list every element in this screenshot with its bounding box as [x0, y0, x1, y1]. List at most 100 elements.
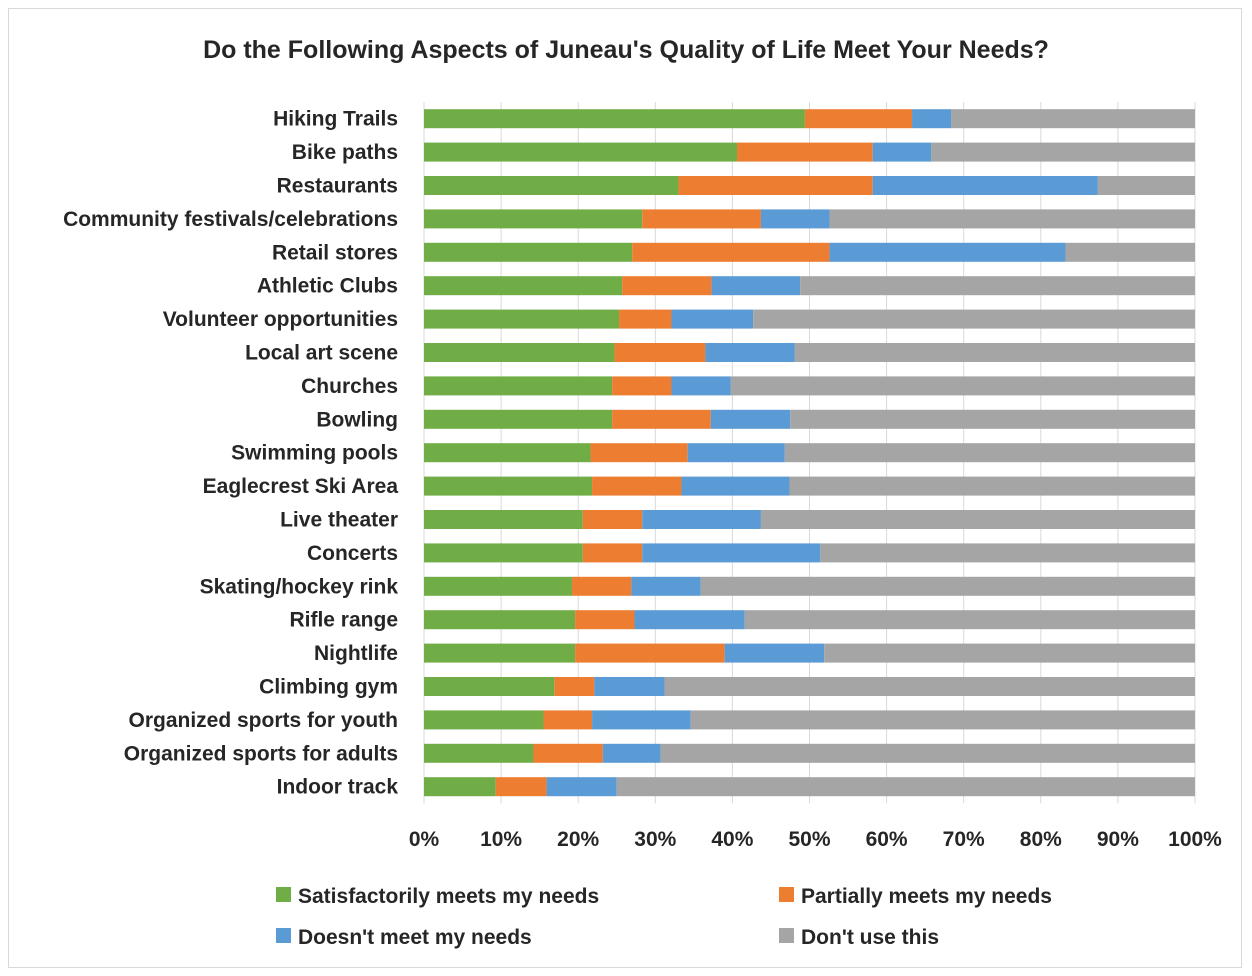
bar-segment: [664, 677, 1195, 696]
bar-segment: [424, 710, 544, 730]
category-label: Athletic Clubs: [257, 275, 398, 298]
bar-segment: [1097, 176, 1195, 195]
category-label: Skating/hockey rink: [200, 575, 399, 598]
x-tick-label: 0%: [409, 828, 440, 851]
bar-segment: [705, 343, 795, 362]
bar-segment: [642, 209, 761, 229]
bar-segment: [543, 710, 593, 730]
bar-segment: [424, 677, 555, 696]
bar-segment: [424, 543, 583, 563]
bar-segment: [575, 643, 725, 663]
bar-segment: [642, 510, 761, 529]
bar-segment: [800, 276, 1195, 296]
category-label: Churches: [301, 375, 398, 398]
bar-segment: [690, 710, 1195, 730]
category-label: Retail stores: [272, 241, 398, 264]
bar-segment: [634, 610, 745, 630]
category-label: Live theater: [280, 509, 398, 532]
bar-segment: [790, 409, 1195, 429]
bar-segment: [424, 576, 573, 596]
bar-segment: [424, 209, 643, 229]
bar-segment: [710, 409, 791, 429]
bar-segment: [546, 777, 617, 797]
x-tick-label: 90%: [1097, 828, 1139, 851]
bar-segment: [424, 443, 591, 463]
category-label: Swimming pools: [231, 442, 398, 465]
bar-segment: [711, 276, 801, 296]
legend-label: Doesn't meet my needs: [298, 926, 532, 949]
bar-segment: [614, 343, 706, 362]
legend-swatch: [276, 928, 291, 943]
chart-title: Do the Following Aspects of Juneau's Qua…: [203, 36, 1049, 64]
bar-segment: [730, 376, 1195, 396]
bar-segment: [424, 109, 805, 129]
bar-segment: [424, 409, 613, 429]
bar-segment: [760, 510, 1195, 529]
bar-segment: [616, 777, 1195, 797]
category-label: Restaurants: [277, 175, 398, 198]
bar-segment: [582, 543, 643, 563]
bar-segment: [687, 443, 785, 463]
bar-segment: [612, 409, 711, 429]
bar-segment: [660, 743, 1195, 763]
bar-segment: [424, 176, 679, 195]
x-tick-label: 70%: [943, 828, 985, 851]
bar-segment: [424, 610, 576, 630]
bar-segment: [912, 109, 952, 129]
x-tick-label: 20%: [557, 828, 599, 851]
bar-segment: [554, 677, 595, 696]
bar-segment: [424, 743, 534, 763]
x-tick-label: 60%: [866, 828, 908, 851]
category-label: Indoor track: [277, 776, 399, 799]
bar-segment: [824, 643, 1195, 663]
legend-label: Partially meets my needs: [801, 885, 1052, 908]
bar-segment: [495, 777, 547, 797]
bar-segment: [678, 176, 873, 195]
legend-swatch: [779, 887, 794, 902]
bar-segment: [789, 476, 1195, 496]
bar-segment: [931, 142, 1195, 162]
bar-segment: [575, 610, 635, 630]
category-label: Bike paths: [292, 141, 398, 164]
bar-segment: [424, 309, 620, 329]
bar-segment: [582, 510, 643, 529]
bar-segment: [612, 376, 672, 396]
bar-segment: [424, 242, 633, 262]
category-label: Climbing gym: [259, 676, 398, 699]
x-tick-label: 40%: [711, 828, 753, 851]
category-label: Nightlife: [314, 642, 398, 665]
bar-segment: [872, 176, 1098, 195]
category-label: Community festivals/celebrations: [63, 208, 398, 231]
bar-segment: [700, 576, 1195, 596]
bar-segment: [631, 576, 701, 596]
category-label: Hiking Trails: [273, 108, 398, 131]
x-tick-label: 30%: [634, 828, 676, 851]
bar-segment: [424, 343, 615, 362]
bar-segment: [1065, 242, 1195, 262]
bar-segment: [632, 242, 830, 262]
category-label: Concerts: [307, 542, 398, 565]
bar-segment: [642, 543, 821, 563]
bar-segment: [737, 142, 873, 162]
category-label: Rifle range: [289, 609, 398, 632]
legend-swatch: [276, 887, 291, 902]
bar-segment: [753, 309, 1195, 329]
bar-segment: [744, 610, 1195, 630]
bar-segment: [794, 343, 1195, 362]
category-label: Eaglecrest Ski Area: [203, 475, 399, 498]
bar-segment: [572, 576, 632, 596]
bar-segment: [804, 109, 913, 129]
bar-segment: [424, 510, 583, 529]
bar-segment: [820, 543, 1195, 563]
bar-segment: [424, 276, 623, 296]
bar-segment: [424, 142, 738, 162]
category-label: Organized sports for youth: [128, 709, 398, 732]
x-tick-label: 100%: [1168, 828, 1222, 851]
bar-segment: [619, 309, 672, 329]
bar-segment: [592, 476, 682, 496]
bar-segment: [594, 677, 665, 696]
category-label: Bowling: [316, 408, 398, 431]
bar-segment: [622, 276, 712, 296]
x-tick-label: 50%: [788, 828, 830, 851]
